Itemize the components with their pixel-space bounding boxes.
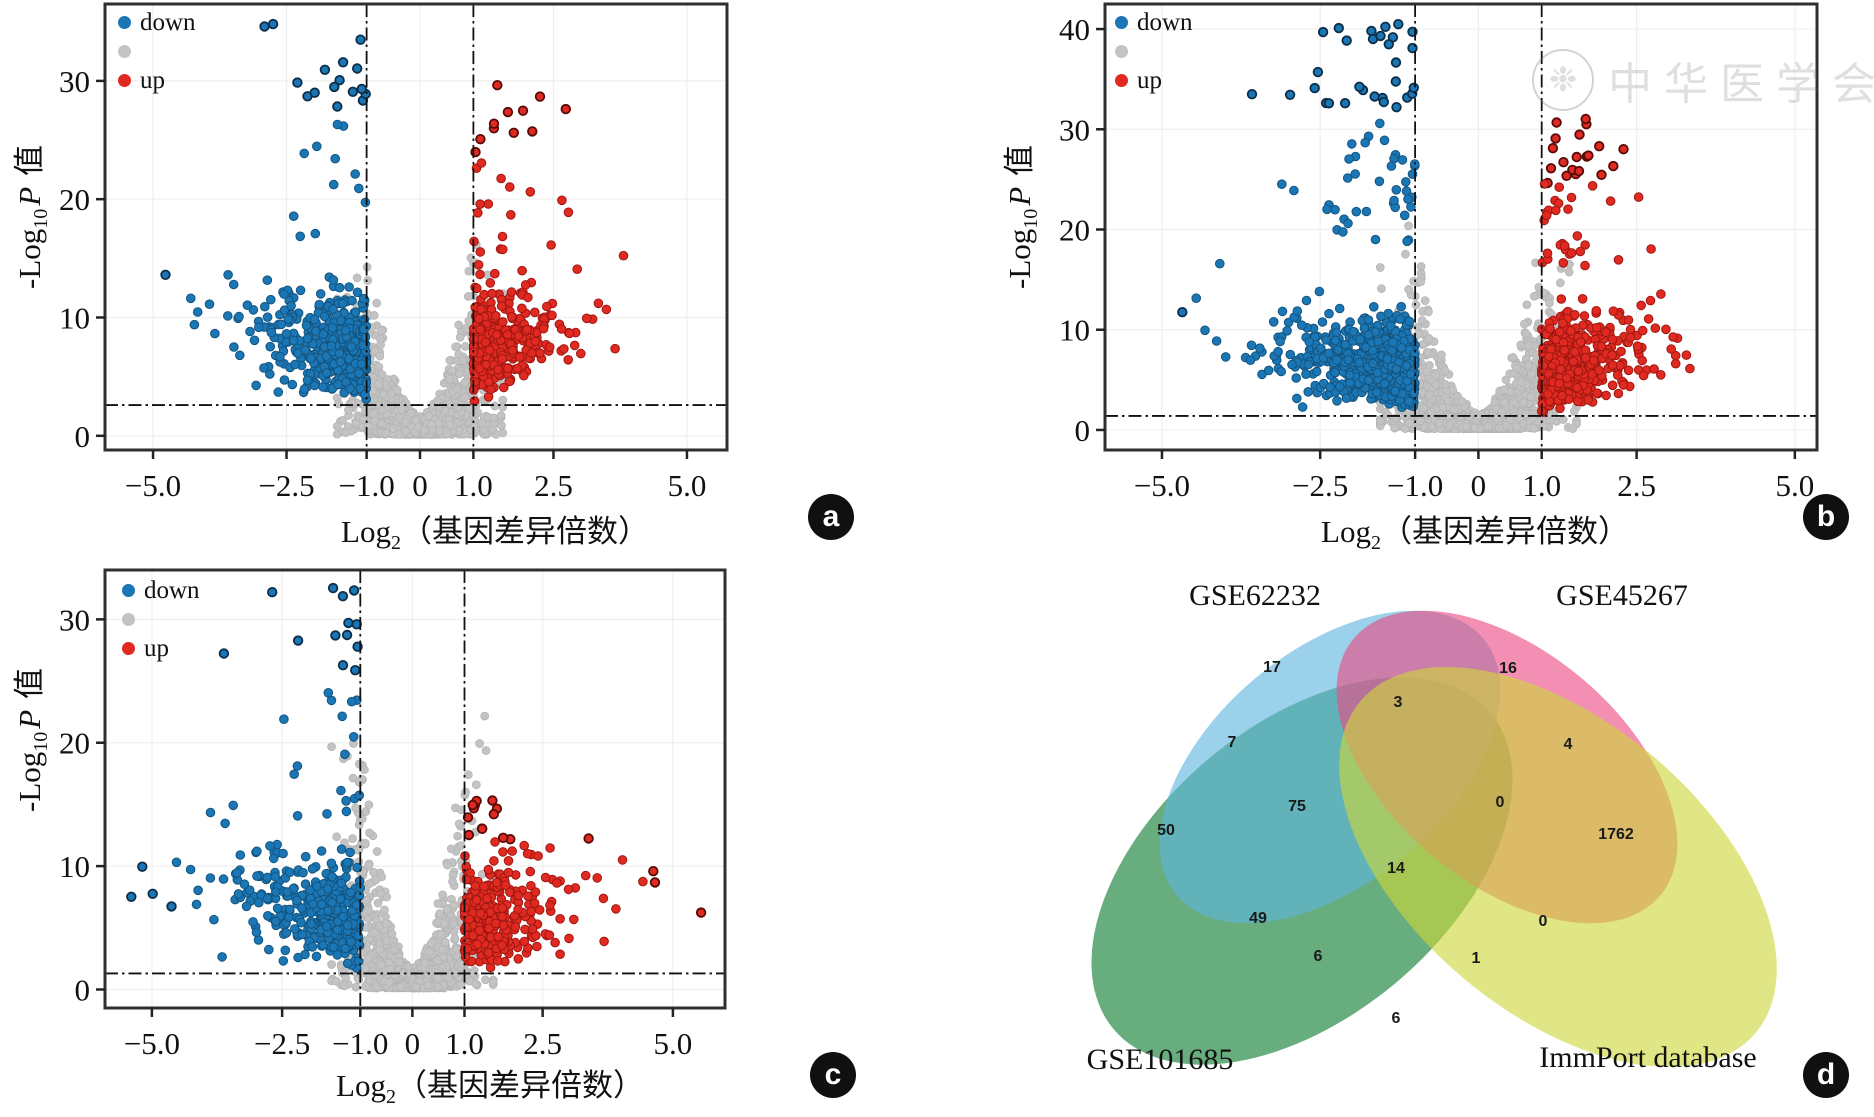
- panel-c: -Log10P 值 −5.0 −2.5 −1.0 0 1.0 2.5 5.0 0 10 20 30 …: [0, 560, 880, 1117]
- xlabel-prefix: Log: [336, 1068, 386, 1103]
- svg-text:1.0: 1.0: [454, 468, 493, 503]
- legend-b: down up: [1115, 8, 1193, 94]
- legend-dot-down: [118, 15, 131, 29]
- legend-item-down: down: [122, 576, 200, 604]
- ylabel-italic-p: P: [12, 709, 47, 729]
- y-axis-label-c: -Log10P 值: [10, 590, 52, 890]
- panel-tag-letter: b: [1816, 500, 1836, 533]
- venn-set-label: GSE45267: [1556, 579, 1688, 612]
- panel-tag-c: c: [810, 1052, 856, 1098]
- ylabel-suffix: 值: [1002, 145, 1037, 184]
- panel-d: GSE62232 GSE45267 GSE101685 ImmPort databas…: [935, 560, 1874, 1117]
- legend-label-up: up: [140, 66, 165, 94]
- y-axis-label-b: -Log10P 值: [1000, 67, 1042, 367]
- legend-a: down up: [118, 8, 196, 94]
- xlabel-prefix: Log: [1321, 514, 1371, 549]
- xlabel-subscript: 2: [385, 1086, 396, 1108]
- svg-text:30: 30: [59, 64, 90, 99]
- volcano-plot-a: −5.0 −2.5 −1.0 0 1.0 2.5 5.0 0 10 20 30: [59, 2, 729, 503]
- legend-item-down: down: [118, 8, 196, 36]
- xlabel-subscript: 2: [1370, 532, 1381, 554]
- panel-a: -Log10P 值 −5.0 −2.5 −1.0 0 1.0 2.5 5.0 0 10 20 30 …: [0, 0, 880, 558]
- xlabel-suffix: （基因差异倍数）: [395, 1068, 644, 1103]
- xlabel-suffix: （基因差异倍数）: [1380, 514, 1629, 549]
- venn-region-count: 16: [1499, 660, 1517, 677]
- ylabel-suffix: 值: [12, 668, 47, 707]
- legend-item-ns: [122, 607, 200, 631]
- venn-set-label: GSE101685: [1087, 1043, 1234, 1076]
- legend-item-ns: [118, 39, 196, 63]
- venn-region-count: 0: [1539, 913, 1548, 930]
- legend-item-up: up: [118, 66, 196, 94]
- legend-item-ns: [1115, 39, 1193, 63]
- venn-region-count: 75: [1288, 798, 1306, 815]
- legend-item-up: up: [1115, 66, 1193, 94]
- legend-dot-ns: [118, 44, 131, 58]
- xlabel-suffix: （基因差异倍数）: [400, 514, 649, 549]
- venn-region-count: 14: [1387, 860, 1405, 877]
- legend-item-down: down: [1115, 8, 1193, 36]
- venn-region-count: 6: [1314, 948, 1323, 965]
- panel-tag-b: b: [1803, 494, 1849, 540]
- venn-region-count: 3: [1394, 694, 1403, 711]
- legend-dot-up: [118, 73, 131, 87]
- panel-tag-d: d: [1803, 1052, 1849, 1098]
- svg-text:2.5: 2.5: [534, 468, 573, 503]
- ylabel-prefix: -Log: [12, 228, 47, 289]
- venn-diagram: GSE62232 GSE45267 GSE101685 ImmPort databas…: [1087, 579, 1777, 1076]
- legend-dot-up: [1115, 73, 1128, 87]
- legend-label-up: up: [1137, 66, 1162, 94]
- ylabel-italic-p: P: [12, 186, 47, 206]
- ylabel-italic-p: P: [1002, 186, 1037, 206]
- legend-dot-up: [122, 641, 135, 655]
- panel-tag-letter: a: [822, 500, 840, 533]
- legend-dot-down: [1115, 15, 1128, 29]
- venn-set-label: ImmPort database: [1539, 1041, 1756, 1074]
- x-axis-label-b: Log2（基因差异倍数）: [1225, 506, 1725, 555]
- legend-dot-ns: [122, 612, 135, 626]
- venn-region-count: 6: [1392, 1010, 1401, 1027]
- venn-region-count: 50: [1157, 822, 1175, 839]
- svg-text:−2.5: −2.5: [258, 468, 314, 503]
- legend-item-up: up: [122, 634, 200, 662]
- x-axis-label-a: Log2（基因差异倍数）: [245, 506, 745, 555]
- panel-b: -Log10P 值 −5.0 −2.5 −1.0 0 1.0 2.5 5.0 0 10 20 30 4…: [935, 0, 1874, 558]
- venn-region-count: 17: [1263, 659, 1281, 676]
- ylabel-prefix: -Log: [1002, 228, 1037, 289]
- venn-region-count: 0: [1496, 794, 1505, 811]
- legend-label-down: down: [1137, 8, 1193, 36]
- panel-tag-letter: c: [824, 1058, 842, 1091]
- y-axis-label-a: -Log10P 值: [10, 67, 52, 367]
- xlabel-subscript: 2: [390, 532, 401, 554]
- ylabel-subscript: 10: [1020, 208, 1042, 229]
- venn-region-count: 7: [1228, 734, 1237, 751]
- panel-tag-a: a: [808, 494, 854, 540]
- svg-text:0: 0: [75, 419, 91, 454]
- svg-text:5.0: 5.0: [668, 468, 707, 503]
- venn-region-count: 1: [1472, 950, 1481, 967]
- svg-text:−5.0: −5.0: [125, 468, 181, 503]
- ylabel-suffix: 值: [12, 145, 47, 184]
- svg-text:10: 10: [59, 301, 90, 336]
- legend-c: down up: [122, 576, 200, 662]
- legend-label-down: down: [140, 8, 196, 36]
- svg-text:20: 20: [59, 182, 90, 217]
- panel-tag-letter: d: [1816, 1058, 1836, 1091]
- x-axis-label-c: Log2（基因差异倍数）: [240, 1060, 740, 1109]
- legend-dot-ns: [1115, 44, 1128, 58]
- legend-dot-down: [122, 583, 135, 597]
- venn-region-count: 49: [1249, 910, 1267, 927]
- ylabel-prefix: -Log: [12, 751, 47, 812]
- xlabel-prefix: Log: [341, 514, 391, 549]
- venn-region-count: 4: [1564, 736, 1573, 753]
- svg-text:0: 0: [412, 468, 428, 503]
- svg-text:−1.0: −1.0: [338, 468, 394, 503]
- venn-region-count: 1762: [1598, 826, 1634, 843]
- legend-label-down: down: [144, 576, 200, 604]
- venn-set-label: GSE62232: [1189, 579, 1321, 612]
- legend-label-up: up: [144, 634, 169, 662]
